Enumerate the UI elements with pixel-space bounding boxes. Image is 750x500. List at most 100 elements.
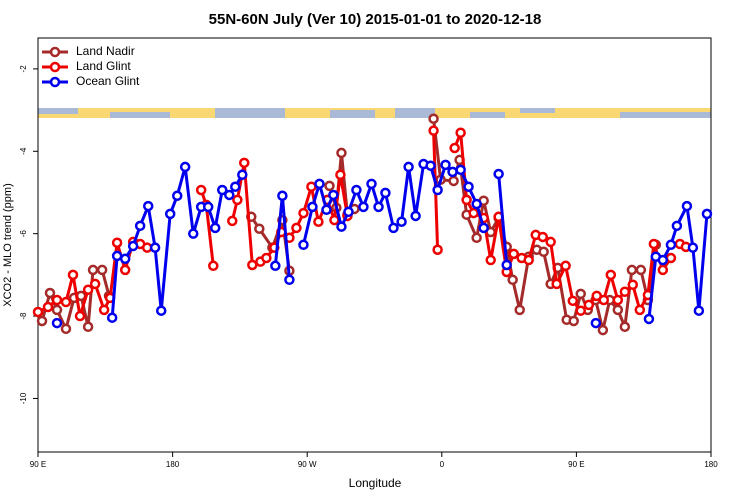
data-point	[605, 269, 617, 281]
map-strip	[38, 108, 711, 118]
data-point	[598, 294, 610, 306]
data-point	[665, 239, 677, 251]
data-point	[298, 239, 309, 251]
data-point	[358, 201, 369, 213]
data-point	[627, 279, 639, 291]
data-point	[455, 127, 466, 138]
data-point	[471, 198, 482, 210]
data-point	[119, 253, 131, 265]
data-point	[230, 181, 241, 192]
legend-marker	[49, 61, 61, 73]
data-point	[254, 223, 265, 234]
data-point	[171, 190, 183, 202]
data-point	[329, 214, 340, 226]
data-point	[612, 304, 624, 316]
data-point	[545, 236, 556, 248]
x-tick-label: 0	[440, 460, 445, 469]
chart-title: 55N-60N July (Ver 10) 2015-01-01 to 2020…	[209, 11, 542, 28]
data-point	[98, 304, 110, 316]
x-tick-label: 90 E	[568, 460, 584, 469]
data-point	[60, 323, 72, 335]
data-point	[238, 157, 250, 169]
legend-label: Land Nadir	[76, 44, 135, 58]
data-point	[687, 242, 699, 253]
data-point	[471, 232, 482, 244]
data-point	[51, 304, 63, 316]
series-line	[40, 118, 658, 332]
data-point	[284, 274, 295, 286]
data-point	[461, 194, 472, 206]
legend-marker	[49, 76, 61, 88]
data-point	[501, 259, 512, 271]
data-point	[648, 238, 660, 250]
data-point	[89, 278, 101, 290]
data-point	[314, 178, 325, 190]
data-point	[42, 301, 54, 313]
data-point	[247, 259, 258, 271]
data-point	[626, 264, 638, 276]
data-point	[119, 264, 131, 276]
data-point	[134, 220, 146, 232]
x-tick-label: 90 W	[298, 460, 317, 469]
data-point	[149, 242, 161, 253]
data-point	[277, 190, 288, 202]
data-point	[388, 222, 399, 234]
data-point	[291, 222, 302, 234]
data-point	[232, 194, 243, 206]
data-point	[60, 296, 72, 308]
data-point	[44, 287, 56, 299]
data-point	[425, 160, 436, 171]
data-point	[447, 166, 458, 178]
series-line	[37, 130, 687, 318]
data-point	[209, 222, 221, 234]
data-point	[111, 237, 123, 248]
data-point	[575, 288, 586, 300]
data-point	[693, 305, 705, 316]
data-point	[701, 208, 713, 220]
data-point	[568, 315, 579, 327]
x-tick-label: 180	[704, 460, 718, 469]
data-point	[324, 180, 335, 192]
data-point	[32, 306, 44, 318]
data-point	[261, 252, 272, 264]
data-point	[507, 274, 518, 286]
data-point	[403, 161, 414, 173]
data-point	[106, 312, 118, 323]
data-point	[440, 159, 451, 171]
data-point	[455, 164, 466, 176]
data-point	[428, 113, 439, 124]
data-point	[179, 161, 191, 173]
data-point	[217, 184, 228, 196]
data-point	[36, 315, 48, 327]
data-point	[567, 295, 579, 307]
legend-label: Land Glint	[76, 59, 131, 73]
y-tick-label: -6	[19, 230, 28, 238]
y-tick-label: -10	[19, 392, 28, 404]
data-point	[155, 305, 167, 316]
data-point	[671, 220, 683, 232]
data-point	[307, 201, 318, 213]
data-point	[537, 231, 548, 243]
data-point	[336, 147, 347, 159]
legend-marker	[49, 46, 61, 58]
data-point	[634, 304, 646, 316]
data-point	[665, 252, 677, 264]
data-point	[432, 184, 443, 196]
data-point	[681, 200, 693, 212]
data-point	[396, 216, 407, 227]
x-tick-label: 90 E	[30, 460, 46, 469]
y-tick-label: -2	[19, 65, 28, 73]
data-point	[551, 278, 562, 290]
data-point	[111, 250, 123, 262]
data-point	[306, 181, 317, 192]
data-point	[468, 207, 479, 219]
data-point	[478, 222, 489, 234]
data-point	[82, 284, 94, 295]
data-point	[619, 286, 631, 298]
data-point	[164, 208, 176, 220]
x-tick-label: 180	[166, 460, 180, 469]
data-point	[313, 216, 324, 227]
data-point	[449, 142, 460, 154]
data-point	[96, 264, 108, 276]
data-point	[508, 248, 519, 260]
